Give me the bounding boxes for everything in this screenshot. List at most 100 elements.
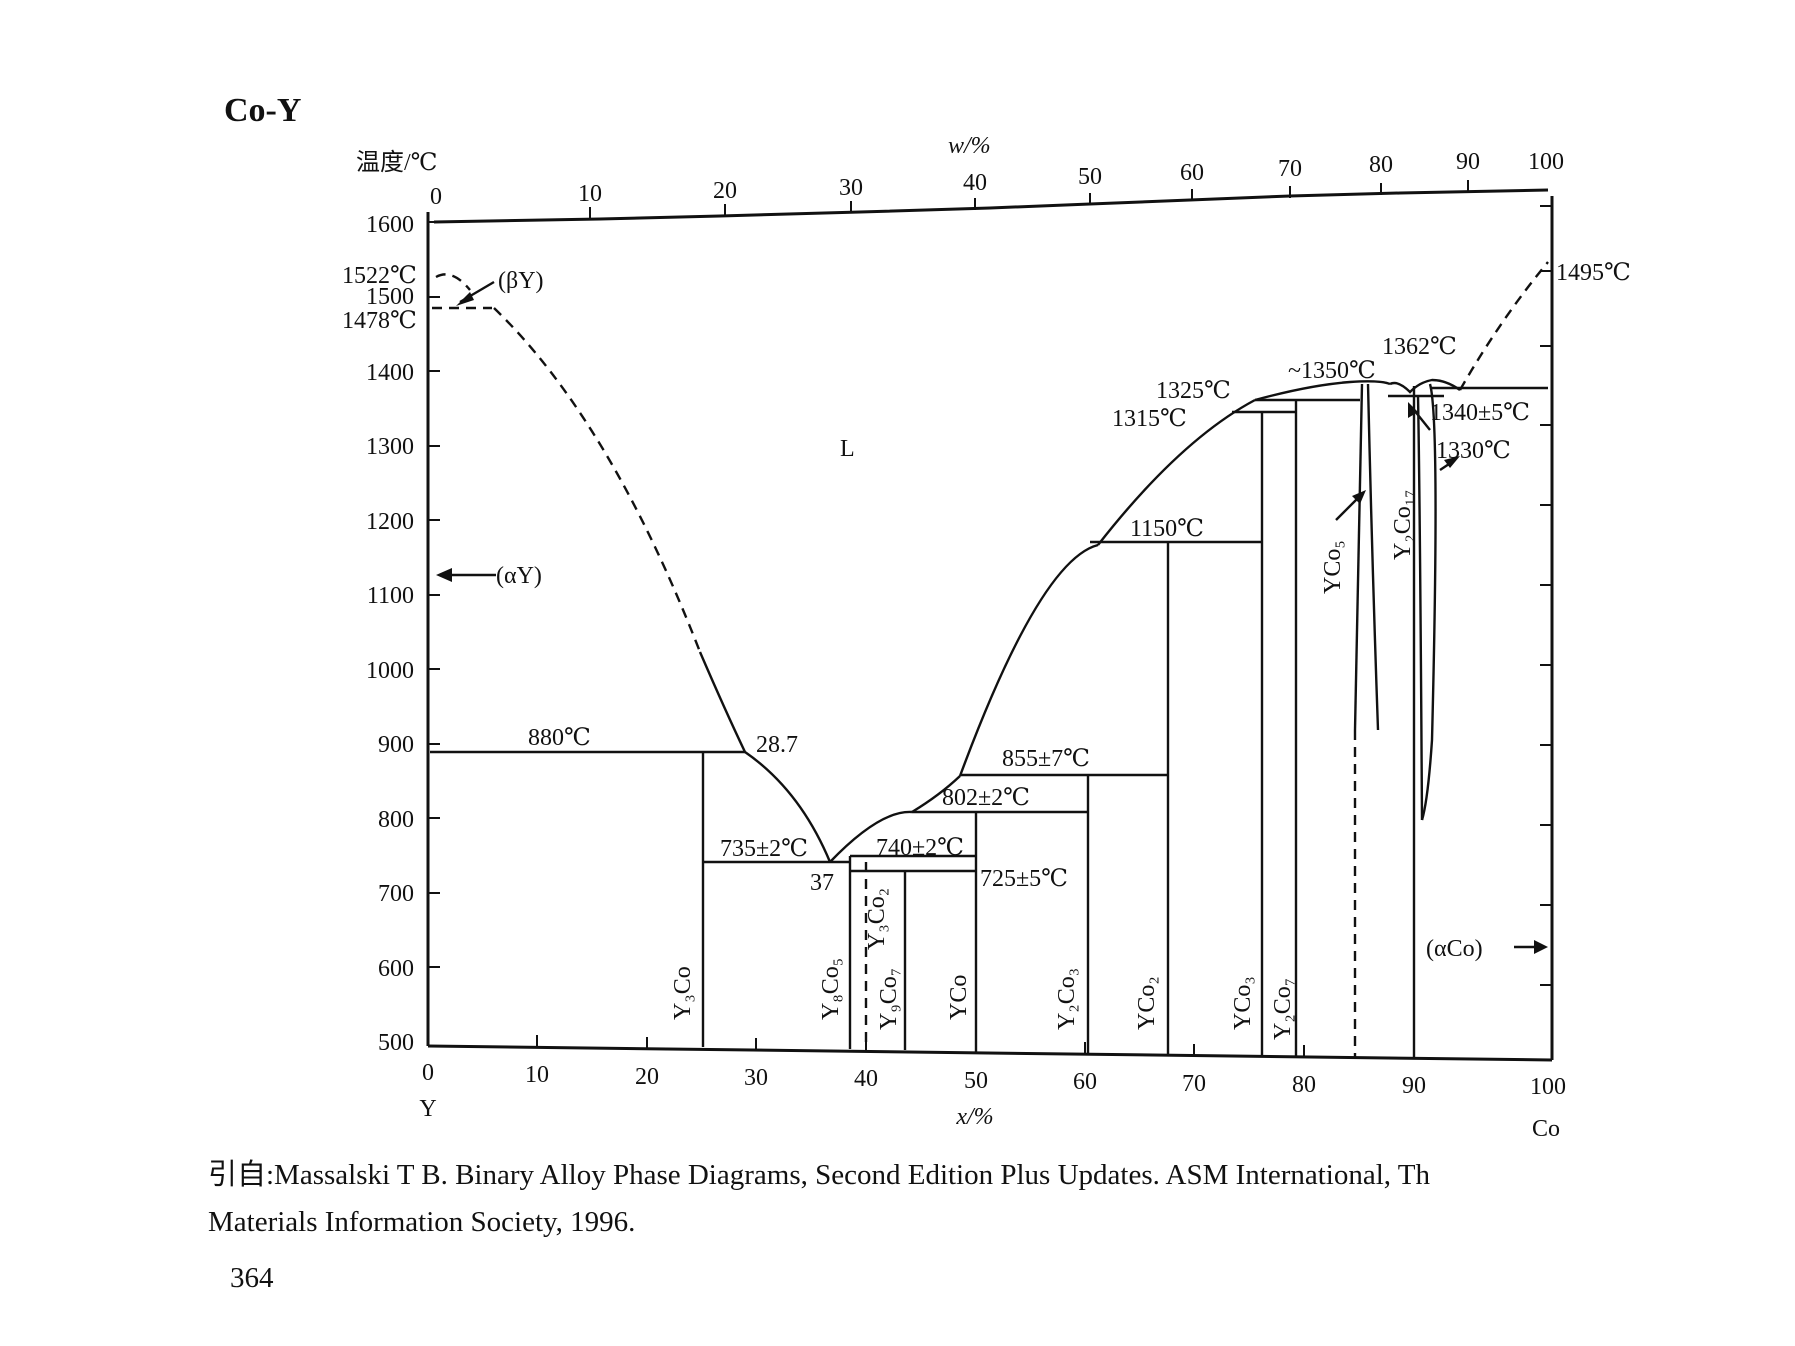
label-37: 37 [810,870,834,896]
beta-y-arrowhead [456,292,474,306]
citation-line-1: 引自:Massalski T B. Binary Alloy Phase Dia… [208,1159,1430,1191]
liquidus-y8co5 [829,810,913,863]
y-tick-1100: 1100 [367,583,414,609]
w-tick-90: 90 [1456,149,1480,175]
label-1495: 1495℃ [1556,260,1631,286]
w-tick-50: 50 [1078,164,1102,190]
liquidus-to-eutectic-37 [744,751,832,863]
label-880: 880℃ [528,725,591,751]
label-735: 735±2℃ [720,836,808,862]
page-number: 364 [230,1262,274,1294]
liquidus-co-dashed [1458,261,1549,391]
y-tick-1500: 1500 [366,284,414,310]
x-tick-30: 30 [744,1065,768,1091]
y-tick-800: 800 [378,807,414,833]
label-1350: ~1350℃ [1288,358,1376,384]
w-tick-10: 10 [578,181,602,207]
mole-percent-axis-label: x/% [955,1104,993,1130]
y-tick-900: 900 [378,732,414,758]
element-co-label: Co [1532,1116,1560,1142]
phase-label-yco3: YCo₃ [1230,976,1256,1030]
phase-label-y2co3: Y₂Co₃ [1054,968,1080,1030]
liquidus-y2co17 [1389,378,1461,394]
label-740: 740±2℃ [876,835,964,861]
liquidus-y-solid [698,651,747,753]
label-1340: 1340±5℃ [1430,400,1530,426]
w-tick-60: 60 [1180,160,1204,186]
label-1325: 1325℃ [1156,378,1231,404]
alpha-y-arrowhead [436,568,452,582]
liquidus-yco5 [1254,380,1391,402]
x-tick-60: 60 [1073,1069,1097,1095]
label-855: 855±7℃ [1002,746,1090,772]
alpha-co-arrowhead [1534,940,1548,954]
y2co17-left-boundary [1416,395,1424,821]
w-tick-0: 0 [430,184,442,210]
label-1330: 1330℃ [1436,438,1511,464]
yco5-arrowhead [1352,490,1366,504]
label-1478: 1478℃ [342,308,417,334]
x-tick-70: 70 [1182,1071,1206,1097]
x-tick-80: 80 [1292,1072,1316,1098]
x-tick-90: 90 [1402,1073,1426,1099]
x-tick-100: 100 [1530,1074,1566,1100]
t1330-arrowhead [1444,456,1460,468]
label-28-7: 28.7 [756,732,798,758]
phase-label-yco2: YCo₂ [1134,976,1160,1030]
w-tick-100: 100 [1528,149,1564,175]
label-1150: 1150℃ [1130,516,1204,542]
phase-label-y9co7: Y₉Co₇ [876,968,902,1030]
y-tick-1000: 1000 [366,658,414,684]
phase-label-yco: YCo [946,975,972,1020]
w-tick-80: 80 [1369,152,1393,178]
yco5-right-boundary [1366,383,1380,731]
w-tick-70: 70 [1278,156,1302,182]
phase-label-y2co7: Y₂Co₇ [1270,978,1296,1040]
y-tick-1200: 1200 [366,509,414,535]
diagram-labels: 1522℃ 1478℃ (βY) (αY) L 880℃ 28.7 735±2℃… [342,260,1631,962]
w-tick-40: 40 [963,170,987,196]
y-tick-700: 700 [378,881,414,907]
diagram-title: Co-Y [224,92,302,129]
label-725: 725±5℃ [980,866,1068,892]
x-tick-0: 0 [422,1060,434,1086]
label-liquid: L [840,436,855,462]
phase-label-y3co: Y₃Co [670,966,696,1020]
citation-line-2: Materials Information Society, 1996. [208,1206,636,1238]
phase-boundaries [430,261,1549,1058]
y2co17-arrowhead [1408,402,1418,418]
y-tick-1400: 1400 [366,360,414,386]
x-tick-40: 40 [854,1066,878,1092]
w-tick-30: 30 [839,175,863,201]
label-beta-y: (βY) [498,268,544,294]
w-tick-labels: 0 10 20 30 40 50 60 70 80 90 100 [430,149,1564,210]
label-alpha-co: (αCo) [1426,936,1483,962]
y-axis-ticks [428,205,1552,986]
label-arrows [436,280,1548,954]
y-tick-1600: 1600 [366,212,414,238]
liquidus-yco [958,543,1099,777]
beta-y-dome [435,273,471,291]
label-1522: 1522℃ [342,263,417,289]
phase-label-y8co5: Y₈Co₅ [818,958,844,1020]
y-tick-600: 600 [378,956,414,982]
label-alpha-y: (αY) [496,563,542,589]
x-tick-10: 10 [525,1062,549,1088]
x-tick-20: 20 [635,1064,659,1090]
liquidus-y3co2 [911,775,961,814]
temperature-axis-label: 温度/℃ [356,150,438,176]
x-tick-labels: 0 10 20 30 40 50 60 70 80 90 100 Y Co x/… [419,1060,1566,1142]
liquidus-y-dashed [493,307,702,653]
element-y-label: Y [419,1096,436,1122]
compound-labels: Y₃Co Y₈Co₅ Y₃Co₂ Y₉Co₇ YCo Y₂Co₃ YCo₂ YC… [670,490,1416,1040]
weight-percent-axis-label: w/% [948,133,991,159]
liquidus-yco2 [1097,398,1256,546]
label-1362: 1362℃ [1382,334,1457,360]
x-axis-ticks [536,180,1469,1058]
y2co17-right-boundary [1420,383,1437,821]
yco5-left-boundary [1353,383,1364,731]
phase-label-y3co2: Y₃Co₂ [864,888,890,950]
y-tick-500: 500 [378,1030,414,1056]
x-tick-50: 50 [964,1068,988,1094]
label-802: 802±2℃ [942,785,1030,811]
